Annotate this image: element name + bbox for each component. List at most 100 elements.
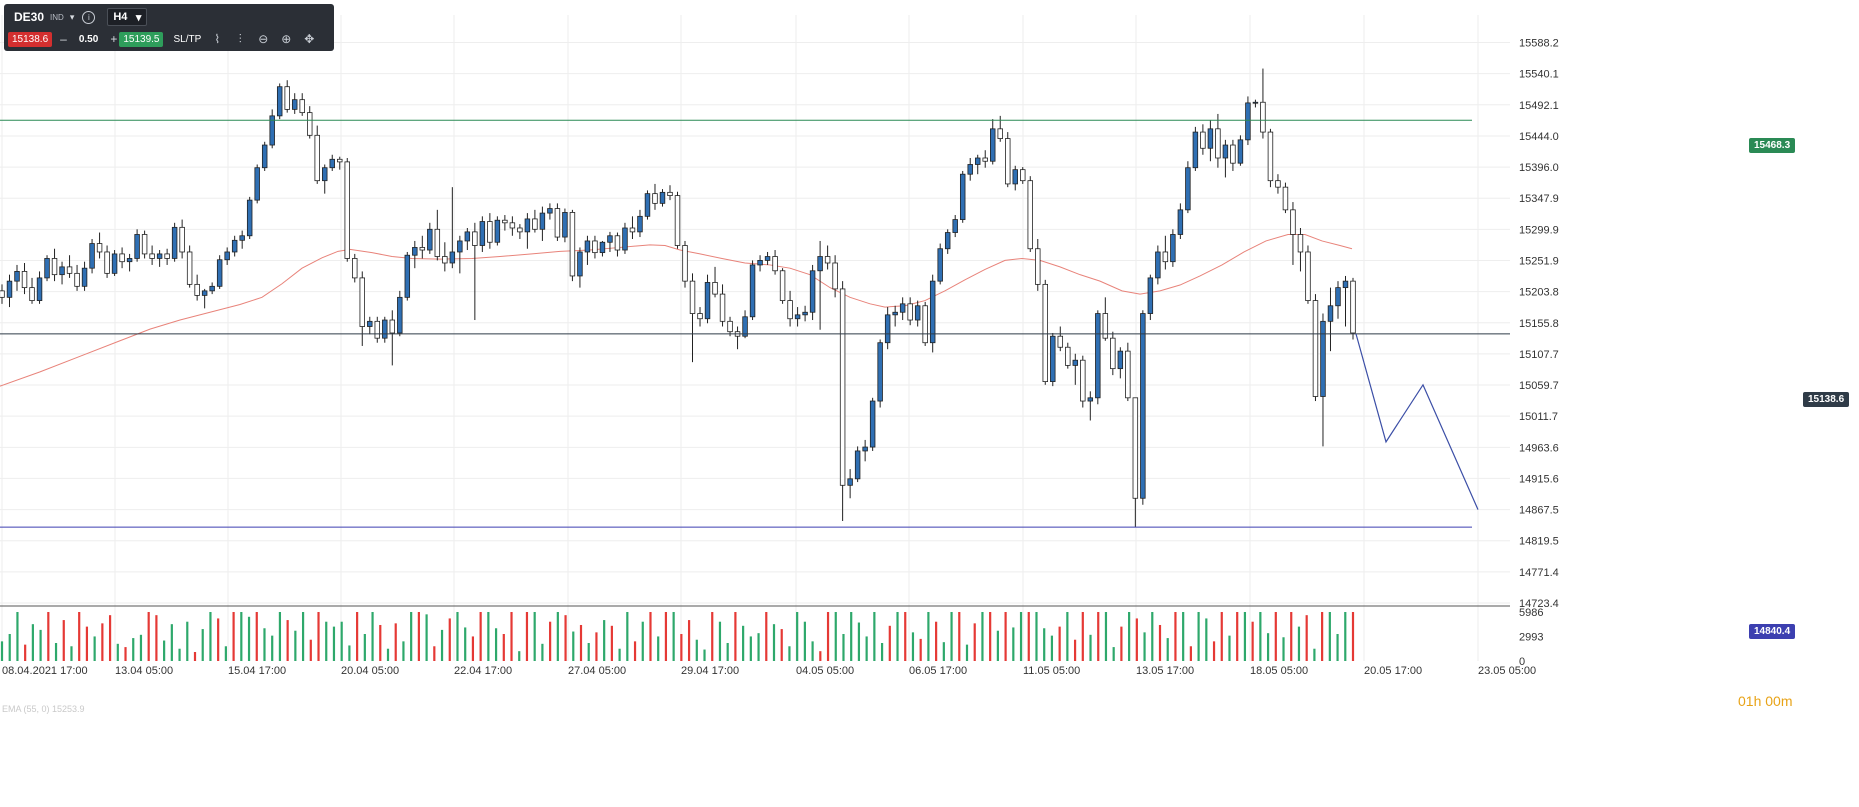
- candle-body: [291, 99, 298, 110]
- price-tick-label: 14771.4: [1519, 567, 1559, 579]
- candle-body: [74, 272, 80, 287]
- candle-body: [764, 256, 771, 261]
- bullish-candle: [659, 189, 666, 207]
- bullish-candle: [644, 190, 651, 220]
- bullish-candle: [1237, 135, 1244, 166]
- lot-size-input[interactable]: 0.50: [78, 33, 99, 45]
- bearish-candle: [96, 232, 103, 259]
- crosshair-icon[interactable]: ✥: [304, 32, 315, 46]
- zoom-out-icon[interactable]: ⊖: [258, 32, 269, 46]
- bearish-candle: [1275, 174, 1281, 194]
- candle-body: [547, 208, 553, 214]
- candle-body: [231, 239, 238, 253]
- ema-line: [0, 233, 1353, 387]
- candle-body: [29, 287, 35, 301]
- bearish-candle: [1042, 279, 1048, 385]
- bearish-candle: [779, 268, 786, 304]
- candle-body: [276, 86, 283, 117]
- candle-body: [134, 234, 140, 259]
- candle-body: [982, 157, 988, 162]
- candle-body: [637, 215, 643, 233]
- candle-body: [186, 251, 193, 285]
- candle-body: [877, 342, 883, 402]
- symbol-dropdown-icon[interactable]: ▾: [69, 11, 75, 22]
- info-icon[interactable]: i: [82, 10, 96, 24]
- candle-body: [111, 253, 118, 274]
- candle-body: [284, 86, 290, 110]
- bearish-candle: [1080, 355, 1086, 408]
- candle-body: [449, 251, 456, 264]
- bearish-candle: [1312, 294, 1319, 402]
- lot-decrease-button[interactable]: –: [60, 32, 67, 46]
- candle-body: [524, 218, 531, 233]
- candle-body: [1102, 313, 1109, 339]
- bullish-candle: [479, 216, 486, 252]
- price-tick-label: 15347.9: [1519, 193, 1559, 205]
- bullish-candle: [990, 119, 996, 165]
- candle-body: [1327, 305, 1334, 322]
- candle-body: [937, 248, 943, 282]
- candle-body: [562, 212, 568, 238]
- symbol-label[interactable]: DE30: [14, 10, 45, 24]
- candle-body: [1065, 346, 1071, 366]
- lot-increase-button[interactable]: +: [110, 32, 118, 46]
- candle-body: [1042, 283, 1048, 382]
- buy-button[interactable]: 15139.5: [119, 31, 164, 47]
- bearish-candle: [1230, 139, 1236, 171]
- bullish-candle: [794, 307, 801, 327]
- candle-body: [149, 253, 155, 259]
- zoom-in-icon[interactable]: ⊕: [281, 32, 292, 46]
- candle-body: [314, 134, 320, 182]
- bearish-candle: [614, 232, 621, 257]
- ema-legend[interactable]: EMA (55, 0) 15253.9: [2, 704, 85, 714]
- indicators-icon[interactable]: ⫶: [238, 31, 242, 46]
- bearish-candle: [434, 209, 441, 261]
- bullish-candle: [1320, 313, 1326, 447]
- candle-body: [44, 258, 50, 279]
- support-price-tag[interactable]: 14840.4: [1749, 624, 1796, 639]
- time-tick-label: 15.04 17:00: [228, 665, 286, 677]
- resistance-price-tag[interactable]: 15468.3: [1749, 138, 1796, 153]
- timeframe-select[interactable]: H4 ▾: [107, 8, 148, 26]
- bullish-candle: [449, 187, 456, 269]
- candle-body: [599, 241, 606, 254]
- bearish-candle: [1260, 68, 1266, 139]
- projection-line: [1355, 333, 1479, 510]
- candle-body: [479, 221, 486, 246]
- candle-body: [427, 228, 433, 251]
- bullish-candle: [637, 209, 643, 238]
- candle-body: [914, 305, 921, 321]
- bullish-candle: [14, 264, 20, 291]
- candle-body: [344, 161, 350, 259]
- candle-body: [1252, 101, 1259, 104]
- sl-tp-button[interactable]: SL/TP: [173, 33, 202, 45]
- bearish-candle: [689, 273, 696, 363]
- volume-axis: 0 2993 5986: [1519, 607, 1543, 668]
- candle-body: [1275, 180, 1281, 188]
- bullish-candle: [1087, 391, 1094, 421]
- bearish-candle: [509, 216, 516, 236]
- bullish-candle: [44, 255, 50, 282]
- candle-body: [367, 320, 373, 327]
- price-levels: [0, 119, 1510, 528]
- bullish-candle: [1207, 120, 1214, 162]
- bullish-candle: [929, 274, 936, 353]
- candle-body: [629, 227, 636, 233]
- chart-grid: [0, 15, 1510, 661]
- bearish-candle: [389, 310, 396, 366]
- price-tick-label: 14867.5: [1519, 505, 1559, 517]
- bearish-candle: [1350, 277, 1356, 340]
- bearish-candle: [1065, 342, 1071, 369]
- candle-body: [254, 167, 260, 201]
- bullish-candle: [246, 196, 253, 240]
- candle-body: [592, 240, 598, 254]
- sell-button[interactable]: 15138.6: [8, 31, 53, 47]
- candle-body: [1147, 277, 1154, 314]
- bearish-candle: [472, 222, 478, 321]
- time-axis: 08.04.2021 17:00 13.04 05:00 15.04 17:00 20…: [2, 665, 1536, 677]
- bearish-candle: [179, 219, 185, 259]
- candle-body: [1012, 169, 1018, 185]
- line-chart-icon[interactable]: ⌇: [214, 32, 221, 46]
- candle-body: [457, 240, 463, 253]
